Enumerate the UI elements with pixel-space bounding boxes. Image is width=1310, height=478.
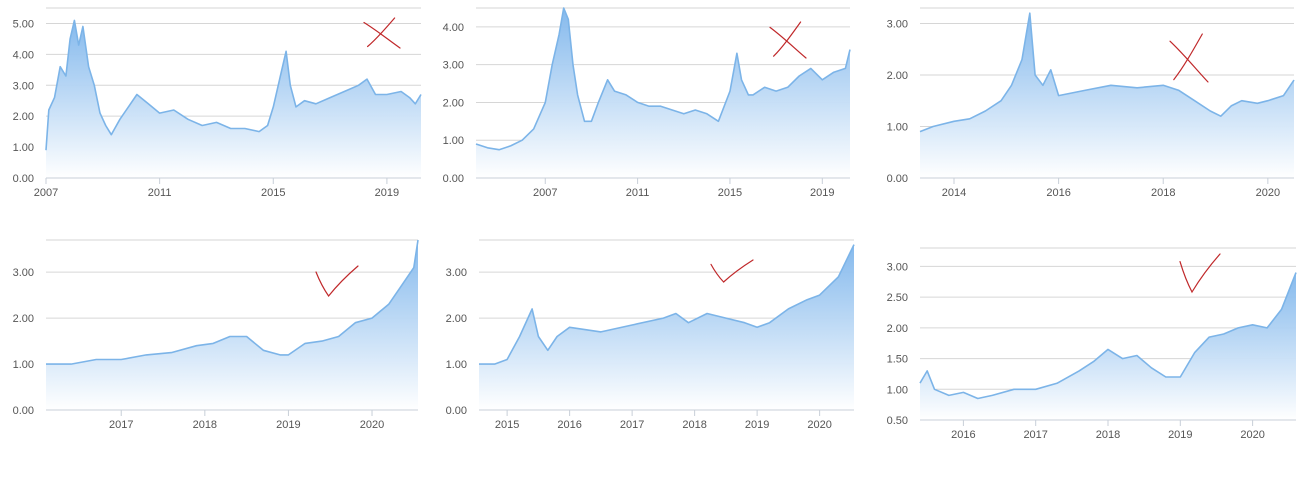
x-tick-label: 2014 — [942, 187, 966, 199]
x-tick-label: 2011 — [148, 187, 172, 199]
series-line — [45, 19, 422, 151]
series-line — [919, 272, 1297, 400]
y-tick-label: 1.00 — [446, 359, 467, 371]
y-tick-label: 3.00 — [887, 261, 908, 273]
area-fill — [46, 240, 418, 410]
series-line — [479, 244, 855, 365]
y-tick-label: 3.00 — [13, 80, 34, 92]
x-tick-label: 2016 — [951, 429, 975, 441]
x-tick-label: 2020 — [360, 419, 384, 431]
cross-mark-icon-stroke — [367, 17, 396, 48]
x-tick-label: 2019 — [375, 187, 399, 199]
x-tick-label: 2015 — [495, 419, 519, 431]
y-tick-label: 2.00 — [446, 313, 467, 325]
x-tick-label: 2020 — [1256, 187, 1280, 199]
x-tick-label: 2016 — [557, 419, 581, 431]
x-tick-label: 2019 — [276, 419, 300, 431]
y-tick-label: 0.00 — [13, 405, 34, 417]
check-mark-icon — [315, 265, 359, 298]
area-fill — [476, 8, 850, 178]
y-tick-label: 4.00 — [443, 22, 464, 34]
chart-svg-6: 0.50 1.00 1.50 2.00 2.50 3.00 2016 2017 2018 2019… — [887, 247, 1297, 441]
y-tick-label: 0.00 — [13, 173, 34, 185]
chart-panel-2: 0.00 1.00 2.00 3.00 4.00 2007 2011 2015 2019 — [436, 0, 866, 200]
y-tick-label: 3.00 — [443, 60, 464, 72]
x-tick-label: 2018 — [1151, 187, 1175, 199]
x-tick-label: 2017 — [620, 419, 644, 431]
y-tick-label: 1.00 — [887, 384, 908, 396]
x-tick-label: 2019 — [810, 187, 834, 199]
x-tick-label: 2018 — [1096, 429, 1120, 441]
y-tick-label: 2.00 — [887, 70, 908, 82]
cross-mark-icon — [363, 21, 401, 49]
check-mark-icon — [710, 259, 754, 283]
y-tick-label: 1.00 — [887, 121, 908, 133]
x-tick-label: 2019 — [1168, 429, 1192, 441]
y-tick-label: 1.00 — [13, 142, 34, 154]
y-tick-label: 2.00 — [13, 313, 34, 325]
x-tick-label: 2020 — [807, 419, 831, 431]
y-tick-label: 0.00 — [887, 173, 908, 185]
area-fill — [920, 13, 1294, 179]
x-tick-label: 2016 — [1046, 187, 1070, 199]
cross-mark-icon — [769, 26, 807, 59]
chart-svg-2: 0.00 1.00 2.00 3.00 4.00 2007 2011 2015 2019 — [443, 7, 851, 199]
area-fill — [920, 272, 1296, 420]
x-tick-label: 2015 — [261, 187, 285, 199]
y-tick-label: 4.00 — [13, 49, 34, 61]
series-line — [919, 12, 1295, 133]
cross-mark-icon-stroke — [1173, 33, 1203, 81]
chart-panel-3: 0.00 1.00 2.00 3.00 2014 2016 2018 2020 — [874, 0, 1304, 200]
y-tick-label: 3.00 — [13, 267, 34, 279]
y-tick-label: 1.00 — [443, 135, 464, 147]
series-line — [46, 239, 419, 365]
x-tick-label: 2018 — [193, 419, 217, 431]
y-tick-label: 0.00 — [443, 173, 464, 185]
x-tick-label: 2007 — [34, 187, 58, 199]
y-tick-label: 0.50 — [887, 415, 908, 427]
x-tick-label: 2018 — [682, 419, 706, 431]
chart-panel-1: 0.00 1.00 2.00 3.00 4.00 5.00 2007 2011 2015 2019 — [0, 0, 430, 200]
chart-svg-5: 0.00 1.00 2.00 3.00 2015 2016 2017 2018 2019 2020 — [446, 239, 855, 431]
area-fill — [46, 20, 421, 179]
series-line — [475, 7, 851, 151]
x-tick-label: 2017 — [109, 419, 133, 431]
y-tick-label: 3.00 — [887, 18, 908, 30]
check-mark-icon — [1179, 253, 1221, 294]
y-tick-label: 2.00 — [887, 323, 908, 335]
chart-svg-3: 0.00 1.00 2.00 3.00 2014 2016 2018 2020 — [887, 7, 1295, 199]
x-tick-label: 2011 — [626, 187, 650, 199]
chart-panel-5: 0.00 1.00 2.00 3.00 2015 2016 2017 2018 2019 2020 — [436, 230, 866, 450]
x-tick-label: 2019 — [745, 419, 769, 431]
x-tick-label: 2020 — [1240, 429, 1264, 441]
x-tick-label: 2017 — [1023, 429, 1047, 441]
y-tick-label: 2.00 — [13, 111, 34, 123]
cross-mark-icon — [1169, 40, 1209, 83]
y-tick-label: 3.00 — [446, 267, 467, 279]
x-tick-label: 2007 — [533, 187, 557, 199]
chart-svg-4: 0.00 1.00 2.00 3.00 2017 2018 2019 2020 — [13, 239, 419, 431]
cross-mark-icon-stroke — [773, 21, 802, 57]
y-tick-label: 0.00 — [446, 405, 467, 417]
y-tick-label: 1.50 — [887, 354, 908, 366]
y-tick-label: 5.00 — [13, 18, 34, 30]
x-tick-label: 2015 — [718, 187, 742, 199]
y-tick-label: 2.00 — [443, 97, 464, 109]
chart-panel-4: 0.00 1.00 2.00 3.00 2017 2018 2019 2020 — [0, 230, 430, 450]
y-tick-label: 2.50 — [887, 292, 908, 304]
y-tick-label: 1.00 — [13, 359, 34, 371]
chart-svg-1: 0.00 1.00 2.00 3.00 4.00 5.00 2007 2011 2015 2019 — [13, 7, 422, 199]
area-fill — [479, 244, 854, 410]
chart-panel-6: 0.50 1.00 1.50 2.00 2.50 3.00 2016 2017 2018 2019… — [874, 230, 1304, 450]
